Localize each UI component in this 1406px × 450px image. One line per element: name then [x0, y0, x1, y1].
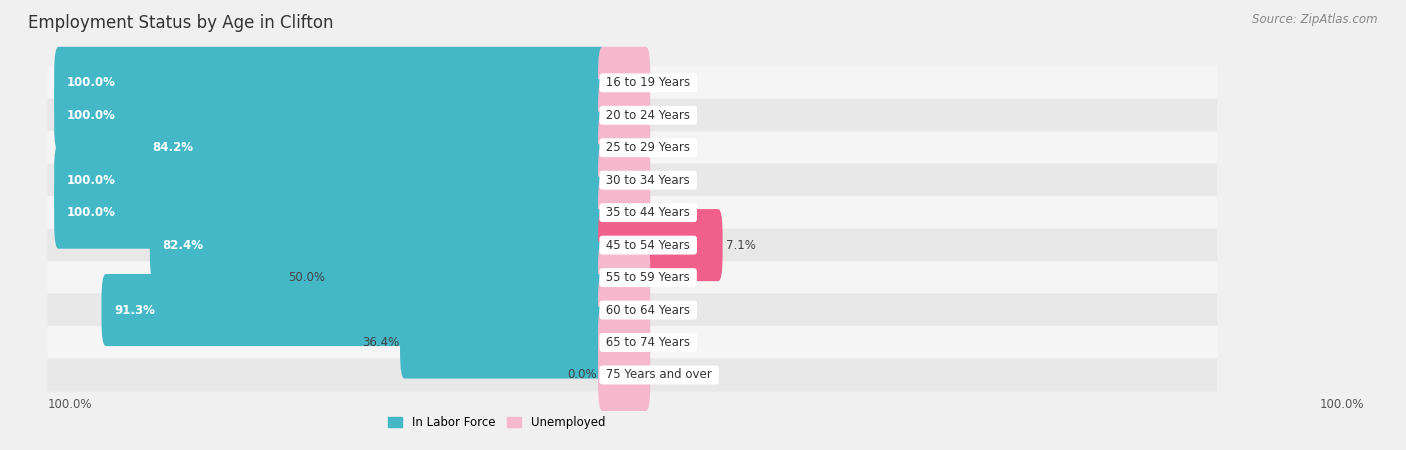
- Text: 60 to 64 Years: 60 to 64 Years: [602, 304, 695, 316]
- FancyBboxPatch shape: [598, 242, 650, 314]
- Text: 0.0%: 0.0%: [654, 174, 683, 187]
- Text: 100.0%: 100.0%: [66, 76, 115, 89]
- Text: 45 to 54 Years: 45 to 54 Years: [602, 238, 695, 252]
- FancyBboxPatch shape: [598, 209, 723, 281]
- FancyBboxPatch shape: [598, 112, 650, 184]
- FancyBboxPatch shape: [401, 306, 607, 378]
- Text: 36.4%: 36.4%: [361, 336, 399, 349]
- FancyBboxPatch shape: [48, 293, 1218, 327]
- Text: 0.0%: 0.0%: [654, 76, 683, 89]
- Text: 50.0%: 50.0%: [288, 271, 325, 284]
- Text: Employment Status by Age in Clifton: Employment Status by Age in Clifton: [28, 14, 333, 32]
- Text: 84.2%: 84.2%: [153, 141, 194, 154]
- Text: 100.0%: 100.0%: [66, 206, 115, 219]
- Text: 55 to 59 Years: 55 to 59 Years: [602, 271, 695, 284]
- Text: 16 to 19 Years: 16 to 19 Years: [602, 76, 695, 89]
- Text: 0.0%: 0.0%: [654, 109, 683, 122]
- FancyBboxPatch shape: [141, 112, 607, 184]
- FancyBboxPatch shape: [598, 177, 650, 249]
- FancyBboxPatch shape: [598, 79, 650, 151]
- Text: 65 to 74 Years: 65 to 74 Years: [602, 336, 695, 349]
- FancyBboxPatch shape: [101, 274, 607, 346]
- FancyBboxPatch shape: [598, 339, 650, 411]
- FancyBboxPatch shape: [55, 177, 607, 249]
- FancyBboxPatch shape: [48, 66, 1218, 99]
- FancyBboxPatch shape: [598, 274, 650, 346]
- Text: 35 to 44 Years: 35 to 44 Years: [602, 206, 695, 219]
- Text: 0.0%: 0.0%: [567, 369, 598, 382]
- Text: 30 to 34 Years: 30 to 34 Years: [602, 174, 695, 187]
- Text: 0.0%: 0.0%: [654, 141, 683, 154]
- Text: 100.0%: 100.0%: [66, 109, 115, 122]
- Text: 0.0%: 0.0%: [654, 369, 683, 382]
- FancyBboxPatch shape: [150, 209, 607, 281]
- FancyBboxPatch shape: [48, 196, 1218, 229]
- Text: 0.0%: 0.0%: [654, 206, 683, 219]
- Text: 7.1%: 7.1%: [727, 238, 756, 252]
- FancyBboxPatch shape: [55, 79, 607, 151]
- FancyBboxPatch shape: [48, 326, 1218, 359]
- FancyBboxPatch shape: [55, 144, 607, 216]
- Text: Source: ZipAtlas.com: Source: ZipAtlas.com: [1253, 14, 1378, 27]
- FancyBboxPatch shape: [48, 131, 1218, 164]
- FancyBboxPatch shape: [598, 144, 650, 216]
- Text: 100.0%: 100.0%: [66, 174, 115, 187]
- FancyBboxPatch shape: [55, 47, 607, 119]
- FancyBboxPatch shape: [48, 164, 1218, 197]
- FancyBboxPatch shape: [598, 47, 650, 119]
- FancyBboxPatch shape: [48, 99, 1218, 132]
- Text: 0.0%: 0.0%: [654, 336, 683, 349]
- Text: 82.4%: 82.4%: [162, 238, 204, 252]
- Text: 20 to 24 Years: 20 to 24 Years: [602, 109, 695, 122]
- Text: 100.0%: 100.0%: [1319, 398, 1364, 411]
- Text: 75 Years and over: 75 Years and over: [602, 369, 716, 382]
- FancyBboxPatch shape: [48, 229, 1218, 262]
- Text: 0.0%: 0.0%: [654, 271, 683, 284]
- Text: 25 to 29 Years: 25 to 29 Years: [602, 141, 695, 154]
- FancyBboxPatch shape: [598, 306, 650, 378]
- Legend: In Labor Force, Unemployed: In Labor Force, Unemployed: [384, 412, 610, 434]
- Text: 91.3%: 91.3%: [114, 304, 155, 316]
- FancyBboxPatch shape: [326, 242, 607, 314]
- Text: 0.0%: 0.0%: [654, 304, 683, 316]
- FancyBboxPatch shape: [48, 358, 1218, 392]
- Text: 100.0%: 100.0%: [48, 398, 93, 411]
- FancyBboxPatch shape: [48, 261, 1218, 294]
